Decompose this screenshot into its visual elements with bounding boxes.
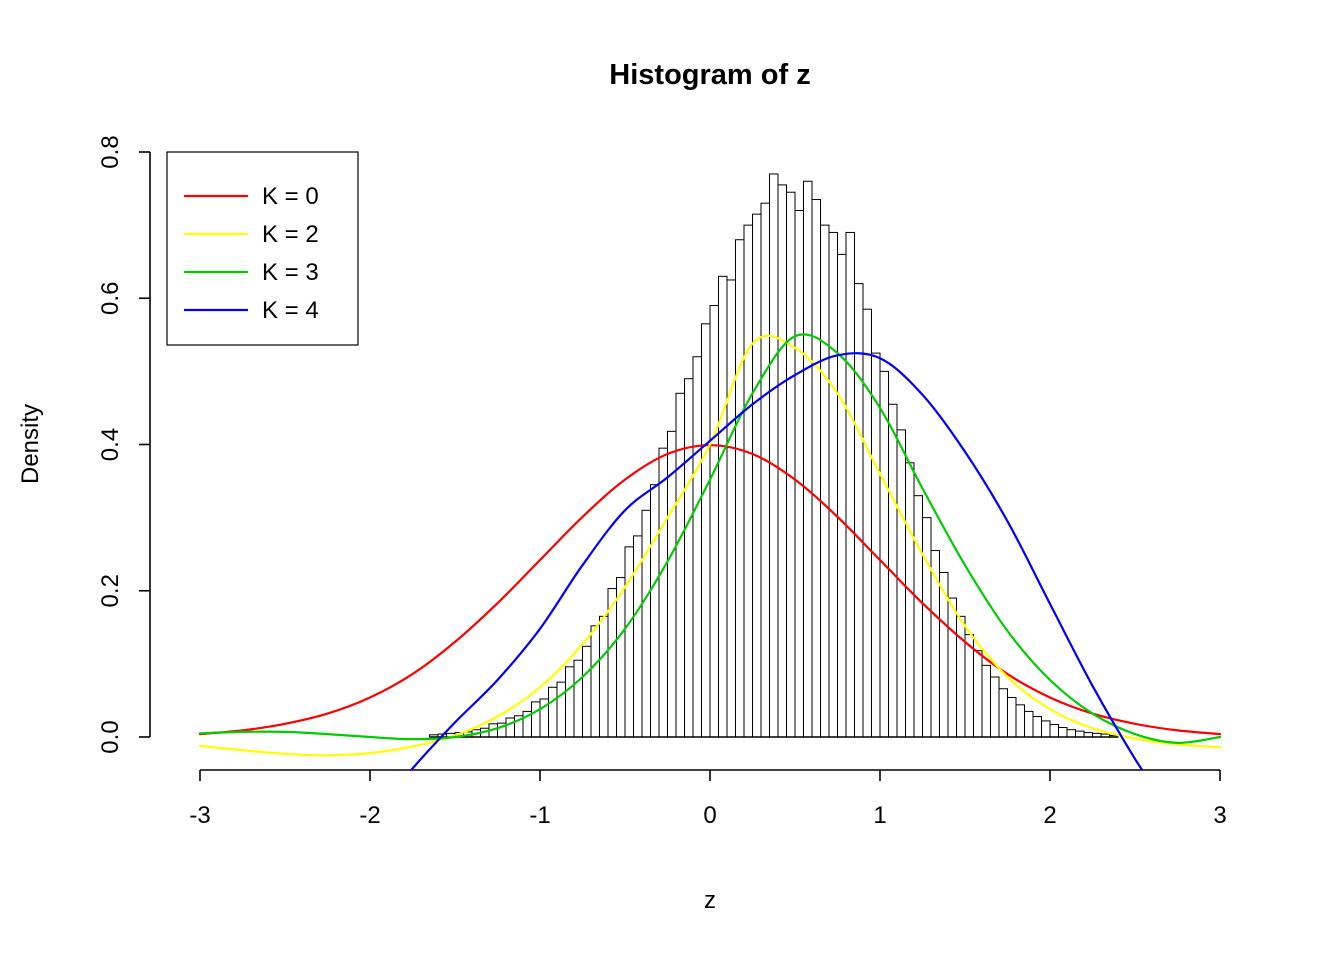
x-tick-label: 3 <box>1213 802 1226 829</box>
x-tick-label: -3 <box>189 802 210 829</box>
histogram-bar <box>769 173 779 738</box>
histogram-bar <box>675 392 685 738</box>
histogram-bar <box>1032 716 1042 738</box>
histogram-bar <box>641 509 651 738</box>
histogram-bar <box>548 686 558 738</box>
histogram-bar <box>718 275 728 738</box>
legend-label-k0: K = 0 <box>262 183 319 210</box>
histogram-bar <box>973 650 983 738</box>
histogram-bar <box>505 717 515 738</box>
histogram-bar <box>786 191 796 738</box>
x-tick-label: -1 <box>529 802 550 829</box>
histogram-bar <box>735 239 745 738</box>
histogram-bar <box>1041 720 1051 738</box>
histogram-bar <box>879 370 889 738</box>
histogram-bar <box>701 323 711 738</box>
x-tick-label: -2 <box>359 802 380 829</box>
histogram-bar <box>1075 730 1085 738</box>
histogram-bar <box>871 352 881 738</box>
x-tick-label: 2 <box>1043 802 1056 829</box>
x-tick-label: 1 <box>873 802 886 829</box>
y-tick-label: 0.6 <box>97 282 124 315</box>
x-axis-title: z <box>704 887 716 914</box>
histogram-bar <box>998 688 1008 738</box>
histogram-bar <box>905 462 915 738</box>
legend-label-k4: K = 4 <box>262 297 319 324</box>
histogram-bar <box>862 308 872 738</box>
y-tick-label: 0.0 <box>97 720 124 753</box>
histogram-bar <box>828 231 838 738</box>
legend-box <box>166 151 359 346</box>
histogram-bar <box>947 597 957 738</box>
histogram-bar <box>990 676 1000 738</box>
histogram-bar <box>820 224 830 738</box>
legend-label-k3: K = 3 <box>262 259 319 286</box>
density-curves <box>198 333 1222 770</box>
histogram-bar <box>590 625 600 738</box>
histogram-bar <box>1024 710 1034 738</box>
y-tick-label: 0.8 <box>97 135 124 168</box>
histogram-bar <box>803 180 813 738</box>
histogram-bar <box>794 210 804 738</box>
histogram-bar <box>1049 724 1059 738</box>
histogram-bar <box>616 577 626 738</box>
histogram-bar <box>913 495 923 738</box>
density-curve-k3 <box>198 333 1222 745</box>
histogram-bar <box>684 378 694 738</box>
histogram-bar <box>556 681 566 738</box>
histogram-bar <box>658 447 668 738</box>
histogram-bar <box>777 184 787 738</box>
histogram-bar <box>1058 726 1068 738</box>
chart-title: Histogram of z <box>609 59 810 91</box>
histogram-bar <box>1007 697 1017 738</box>
histogram-bar <box>811 199 821 738</box>
density-curve-k4 <box>409 352 1144 770</box>
histogram-bar <box>760 202 770 738</box>
histogram-bar <box>981 664 991 738</box>
histogram-bars <box>429 173 1119 738</box>
legend-label-k2: K = 2 <box>262 221 319 248</box>
histogram-bar <box>565 666 575 738</box>
histogram-bar <box>599 615 609 738</box>
histogram-bar <box>531 701 541 738</box>
histogram-bar <box>650 484 660 738</box>
density-curve-k2 <box>198 334 1222 757</box>
x-tick-label: 0 <box>703 802 716 829</box>
histogram-bar <box>837 253 847 738</box>
histogram-bar <box>922 517 932 738</box>
histogram-bar <box>743 224 753 738</box>
histogram-bar <box>709 305 719 738</box>
histogram-bar <box>752 213 762 738</box>
histogram-bar <box>726 279 736 738</box>
y-tick-label: 0.2 <box>97 574 124 607</box>
histogram-bar <box>582 645 592 738</box>
histogram-bar <box>845 231 855 738</box>
histogram-bar <box>964 634 974 738</box>
y-tick-label: 0.4 <box>97 428 124 461</box>
y-axis-title: Density <box>17 404 44 484</box>
legend: K = 0 K = 2 K = 3 K = 4 <box>166 151 359 346</box>
histogram-bar <box>1015 704 1025 738</box>
histogram-bar <box>854 283 864 738</box>
histogram-bar <box>1066 729 1076 738</box>
histogram-bar <box>692 356 702 738</box>
histogram-bar <box>573 659 583 738</box>
